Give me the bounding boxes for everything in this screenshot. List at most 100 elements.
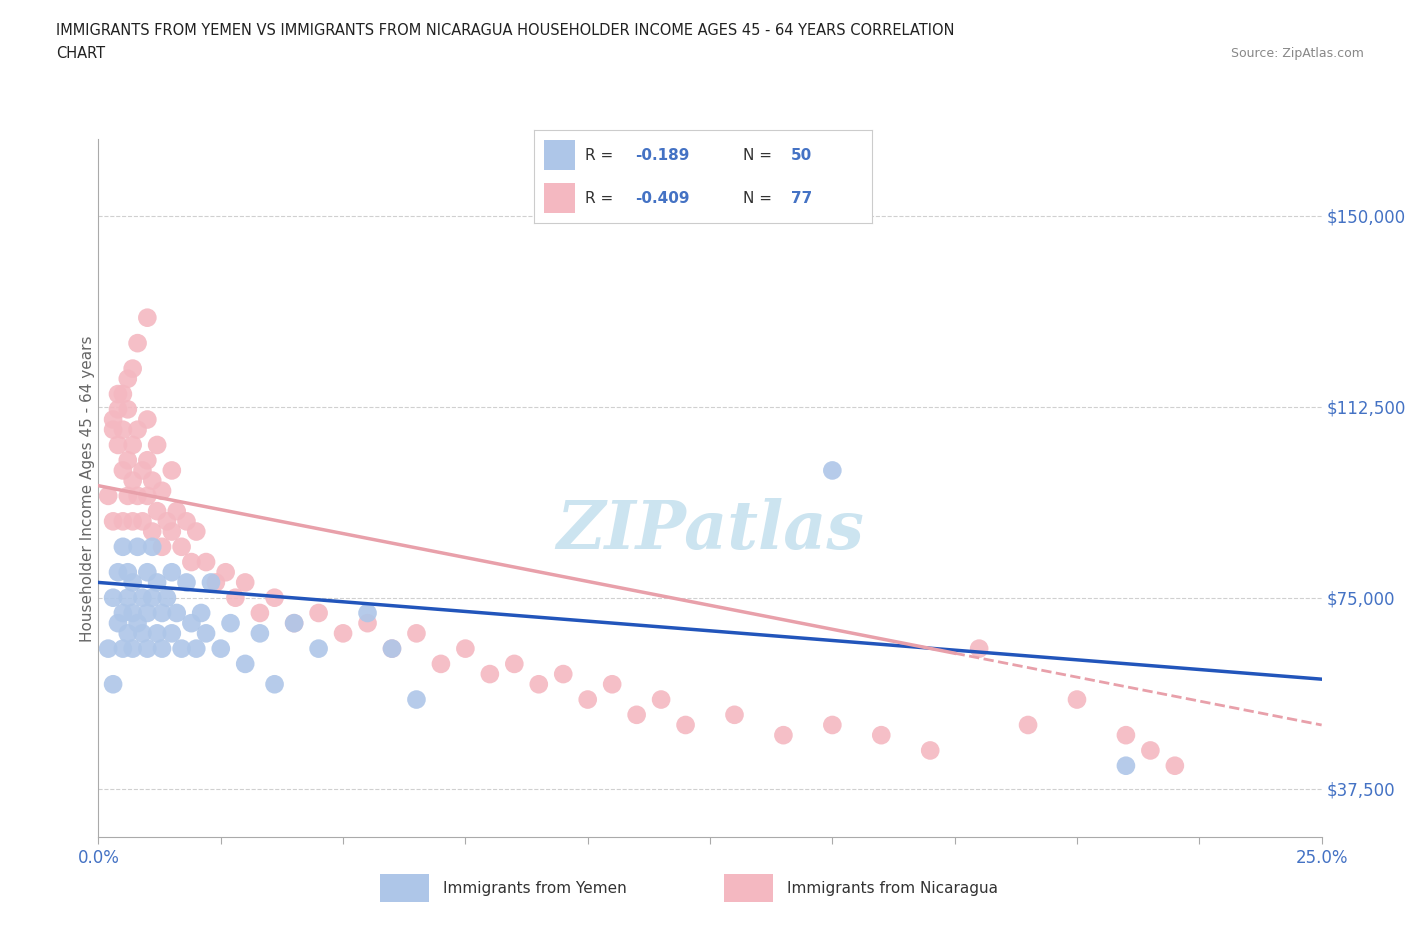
Point [967, 641, 990, 656]
FancyBboxPatch shape [544, 140, 575, 170]
Text: -0.189: -0.189 [636, 148, 690, 163]
Point [160, 463, 183, 478]
Point [117, 488, 139, 503]
Point [180, 616, 202, 631]
Point [117, 565, 139, 579]
Point [405, 692, 427, 707]
FancyBboxPatch shape [724, 874, 773, 902]
Text: CHART: CHART [56, 46, 105, 61]
Point [200, 575, 222, 590]
Point [131, 463, 153, 478]
Point [381, 641, 404, 656]
Point [136, 453, 159, 468]
Point [127, 616, 149, 631]
Point [117, 371, 139, 386]
Text: N =: N = [744, 191, 778, 206]
Point [111, 463, 134, 478]
Point [150, 641, 173, 656]
Point [1115, 728, 1137, 743]
Point [233, 657, 256, 671]
Point [308, 605, 330, 620]
Point [121, 361, 143, 376]
Point [160, 565, 183, 579]
Text: -0.409: -0.409 [636, 191, 690, 206]
Point [150, 605, 173, 620]
Point [160, 626, 183, 641]
Point [107, 437, 129, 452]
Point [186, 525, 208, 539]
Point [772, 728, 794, 743]
Text: ZIPatlas: ZIPatlas [557, 498, 863, 563]
Point [127, 336, 149, 351]
Point [214, 565, 236, 579]
Text: 77: 77 [790, 191, 813, 206]
Y-axis label: Householder Income Ages 45 - 64 years: Householder Income Ages 45 - 64 years [80, 335, 94, 642]
Point [723, 708, 745, 723]
FancyBboxPatch shape [380, 874, 429, 902]
Point [107, 616, 129, 631]
Point [1139, 743, 1161, 758]
Point [131, 514, 153, 529]
Point [675, 718, 697, 733]
Point [205, 575, 228, 590]
Point [97, 488, 120, 503]
Point [117, 402, 139, 417]
Point [527, 677, 550, 692]
Point [146, 626, 169, 641]
Point [117, 453, 139, 468]
Point [121, 473, 143, 488]
Point [1115, 758, 1137, 773]
Point [146, 437, 169, 452]
Point [626, 708, 648, 723]
Point [454, 641, 477, 656]
Point [283, 616, 305, 631]
Point [190, 605, 212, 620]
Point [131, 591, 153, 605]
Point [263, 591, 285, 605]
Point [576, 692, 599, 707]
Point [121, 437, 143, 452]
Point [101, 422, 124, 437]
Point [141, 473, 163, 488]
Point [195, 554, 218, 569]
Point [107, 565, 129, 579]
Point [195, 626, 218, 641]
Point [111, 387, 134, 402]
Point [101, 514, 124, 529]
Point [1017, 718, 1039, 733]
Point [121, 575, 143, 590]
Point [600, 677, 623, 692]
Point [180, 554, 202, 569]
Point [308, 641, 330, 656]
Point [249, 605, 271, 620]
Text: N =: N = [744, 148, 778, 163]
Point [1066, 692, 1088, 707]
Point [405, 626, 427, 641]
Point [121, 514, 143, 529]
Point [136, 605, 159, 620]
Point [146, 575, 169, 590]
Point [150, 484, 173, 498]
Point [176, 575, 198, 590]
Point [249, 626, 271, 641]
Text: R =: R = [585, 191, 619, 206]
Point [650, 692, 672, 707]
Point [111, 641, 134, 656]
Point [127, 422, 149, 437]
Point [121, 605, 143, 620]
Point [136, 412, 159, 427]
Point [111, 514, 134, 529]
Point [170, 641, 193, 656]
Text: R =: R = [585, 148, 619, 163]
Point [160, 525, 183, 539]
Point [870, 728, 893, 743]
Point [136, 641, 159, 656]
Text: Immigrants from Nicaragua: Immigrants from Nicaragua [787, 881, 998, 896]
Point [101, 591, 124, 605]
Point [356, 605, 378, 620]
Point [107, 387, 129, 402]
Point [136, 311, 159, 325]
Point [503, 657, 526, 671]
Point [170, 539, 193, 554]
Point [131, 626, 153, 641]
